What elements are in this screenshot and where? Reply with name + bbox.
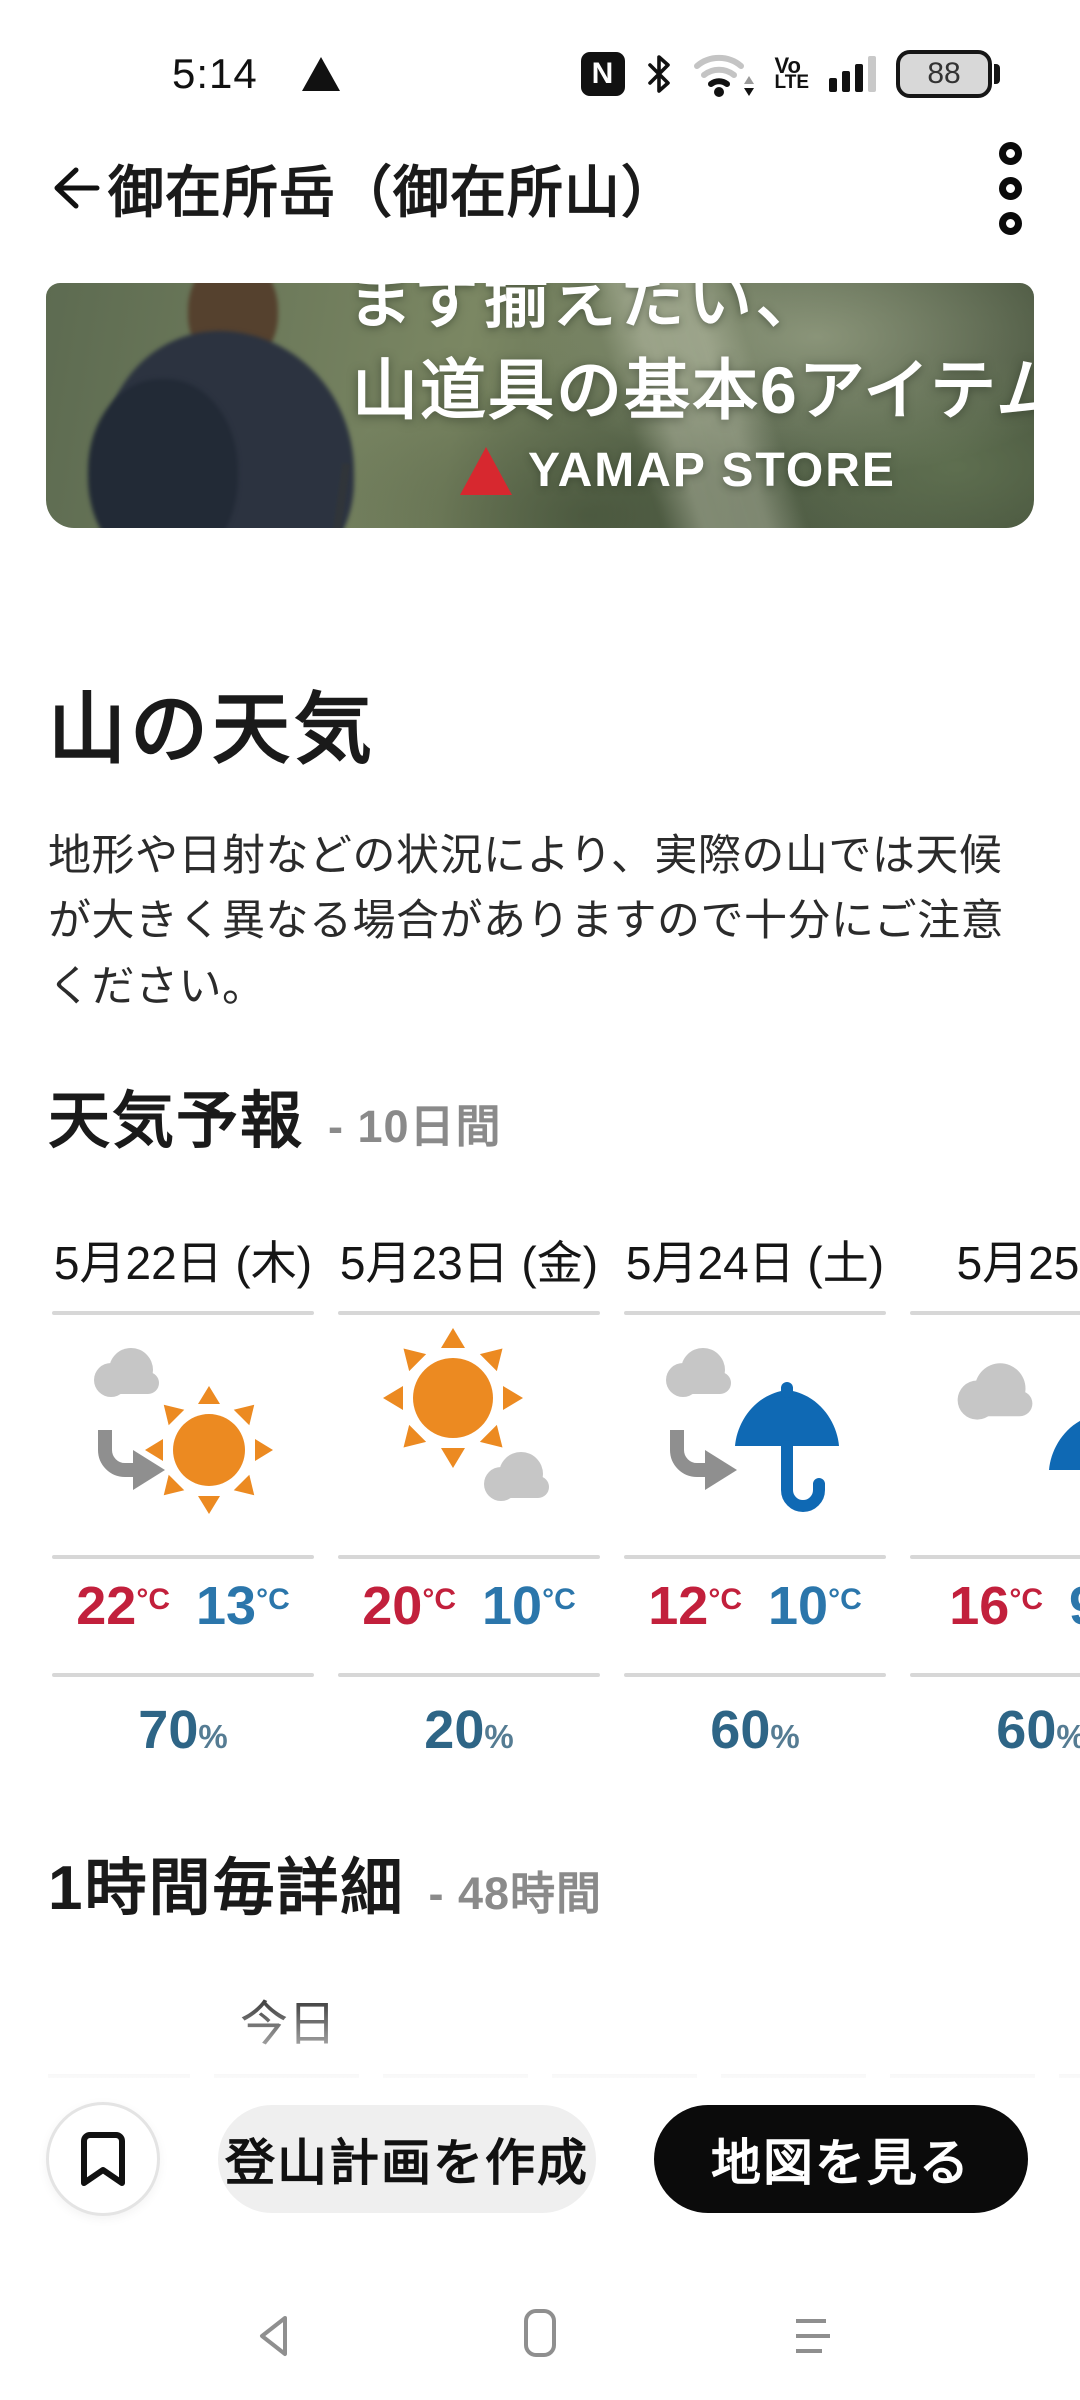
battery-icon: 88 bbox=[896, 50, 1000, 98]
status-bar: 5:14 N Vo LTE 88 bbox=[0, 0, 1080, 118]
battery-level: 88 bbox=[896, 50, 992, 98]
section-title-mountain-weather: 山の天気 bbox=[48, 685, 377, 773]
status-icons: N Vo LTE 88 bbox=[580, 50, 1000, 98]
yamap-store-ad-banner[interactable]: まず揃えたい、 山道具の基本6アイテム YAMAP STORE bbox=[46, 283, 1034, 528]
cloud-and-rain-icon bbox=[910, 1315, 1080, 1537]
forecast-date: 5月24日 (土) bbox=[625, 1237, 885, 1290]
banner-text-line2: 山道具の基本6アイテム bbox=[352, 353, 1034, 427]
nav-recents-icon bbox=[796, 2319, 830, 2353]
nav-home-button[interactable] bbox=[520, 2307, 560, 2362]
forecast-temps: 20°C 10°C bbox=[362, 1576, 576, 1637]
cloud-shape bbox=[94, 1348, 159, 1398]
cloud-shape bbox=[484, 1452, 549, 1502]
umbrella-shape bbox=[1049, 1421, 1080, 1471]
precip-probability: 60% bbox=[710, 1700, 800, 1761]
forecast-day-card: 5月22日 (木) bbox=[52, 1227, 314, 1761]
forecast-heading: 天気予報 - 10日間 bbox=[48, 1090, 1080, 1155]
precip-probability: 70% bbox=[138, 1700, 228, 1761]
bottom-action-bar: 登山計画を作成 地図を見る bbox=[0, 2088, 1080, 2400]
then-arrow bbox=[98, 1430, 165, 1491]
sun-shape bbox=[383, 1328, 523, 1469]
nav-back-icon bbox=[260, 2316, 287, 2356]
forecast-range: - 10日間 bbox=[328, 1101, 502, 1153]
weather-disclaimer: 地形や日射などの状況により、実際の山では天候が大きく異なる場合がありますので十分… bbox=[48, 832, 1005, 1011]
umbrella-shape bbox=[735, 1382, 839, 1513]
precip-probability: 60% bbox=[996, 1700, 1080, 1761]
sun-then-cloud-icon bbox=[338, 1315, 600, 1537]
hourly-title: 1時間毎詳細 bbox=[48, 1854, 405, 1924]
hourly-range: - 48時間 bbox=[428, 1868, 603, 1920]
forecast-temps: 22°C 13°C bbox=[76, 1576, 290, 1637]
sun-shape bbox=[145, 1386, 273, 1515]
page-title: 御在所岳（御在所山） bbox=[108, 160, 678, 224]
bookmark-button[interactable] bbox=[46, 2102, 160, 2216]
then-arrow bbox=[670, 1430, 737, 1491]
wifi-icon bbox=[693, 54, 754, 97]
nav-home-icon bbox=[524, 2309, 556, 2357]
view-map-button[interactable]: 地図を見る bbox=[654, 2105, 1028, 2213]
hourly-heading: 1時間毎詳細 - 48時間 bbox=[48, 1857, 1080, 1922]
forecast-temps: 12°C 10°C bbox=[648, 1576, 862, 1637]
cloud-shape bbox=[957, 1363, 1033, 1420]
forecast-date: 5月22日 (木) bbox=[53, 1237, 313, 1290]
yamap-store-logo: YAMAP STORE bbox=[460, 443, 896, 498]
forecast-temps: 16°C 9°C bbox=[949, 1576, 1080, 1637]
banner-background bbox=[342, 283, 1034, 528]
notification-triangle-icon bbox=[301, 57, 340, 91]
backpack bbox=[88, 379, 238, 528]
clock: 5:14 bbox=[172, 50, 258, 97]
bookmark-icon bbox=[81, 2132, 125, 2186]
overflow-menu-button[interactable] bbox=[993, 136, 1028, 241]
yamap-triangle-icon bbox=[460, 446, 512, 495]
banner-text-line1: まず揃えたい、 bbox=[348, 283, 824, 336]
forecast-day-card: 5月25日 16°C 9°C 60% bbox=[910, 1227, 1080, 1761]
signal-strength-icon bbox=[829, 56, 876, 92]
volte-icon: Vo LTE bbox=[774, 53, 809, 94]
forecast-date: 5月23日 (金) bbox=[339, 1237, 599, 1290]
cloud-then-sun-icon bbox=[52, 1315, 314, 1537]
cloud-shape bbox=[666, 1348, 731, 1398]
app-bar: 御在所岳（御在所山） bbox=[0, 118, 1080, 258]
forecast-day-card: 5月24日 (土) 12°C 10° bbox=[624, 1227, 886, 1761]
nfc-icon: N bbox=[580, 52, 625, 96]
cloud-then-rain-icon bbox=[624, 1315, 886, 1537]
forecast-date: 5月25日 bbox=[956, 1237, 1080, 1290]
back-button[interactable] bbox=[44, 156, 108, 220]
forecast-title: 天気予報 bbox=[48, 1087, 305, 1157]
precip-probability: 20% bbox=[424, 1700, 514, 1761]
nav-recents-button[interactable] bbox=[788, 2313, 836, 2362]
hourly-day-label: 今日 bbox=[240, 1998, 337, 2052]
forecast-day-card: 5月23日 (金) bbox=[338, 1227, 600, 1761]
bluetooth-icon bbox=[647, 55, 670, 93]
create-plan-button[interactable]: 登山計画を作成 bbox=[218, 2105, 596, 2213]
nav-back-button[interactable] bbox=[253, 2313, 297, 2362]
back-arrow-icon bbox=[54, 167, 100, 209]
daily-forecast-row[interactable]: 5月22日 (木) bbox=[0, 1227, 1080, 1761]
